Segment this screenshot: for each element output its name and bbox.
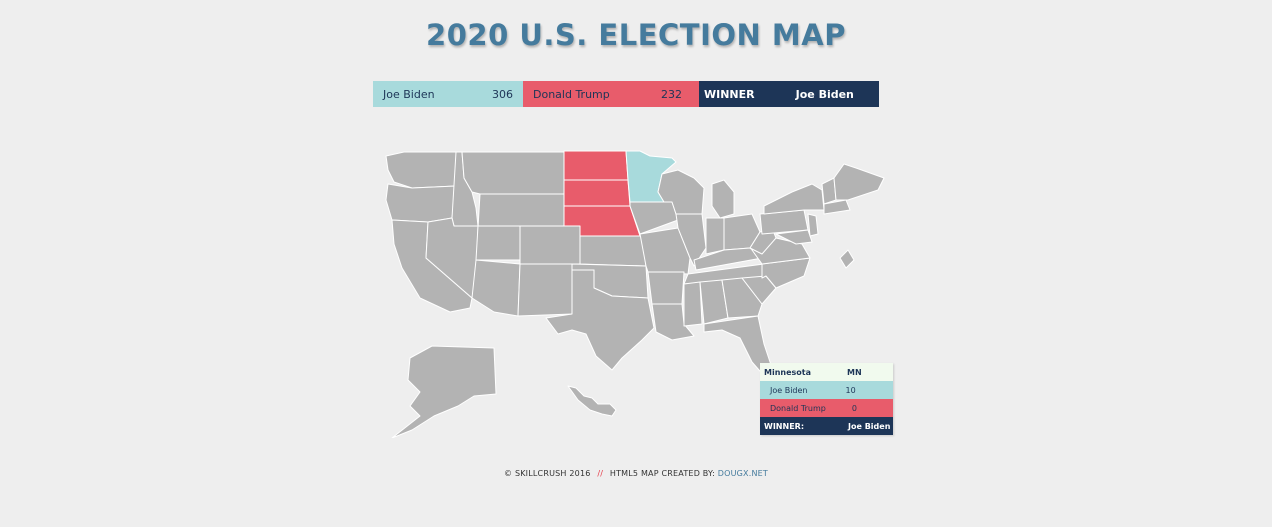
info-winner-row: WINNER: Joe Biden	[760, 417, 893, 435]
state-florida[interactable]	[703, 315, 773, 379]
candidate1-tally: Joe Biden 306	[373, 81, 523, 107]
state-illinois[interactable]	[675, 213, 707, 267]
page-title: 2020 U.S. ELECTION MAP	[426, 18, 846, 52]
info-candidate2-votes: 0	[851, 403, 857, 413]
state-indiana[interactable]	[705, 217, 725, 255]
state-utah[interactable]	[475, 225, 521, 261]
info-state-abbr: MN	[847, 367, 862, 377]
footer-credit: © SKILLCRUSH 2016	[504, 469, 591, 478]
state-arizona[interactable]	[471, 259, 521, 317]
info-candidate1-name: Joe Biden	[770, 385, 808, 395]
winner-tally: WINNER Joe Biden	[699, 81, 879, 107]
state-colorado[interactable]	[519, 225, 581, 265]
candidate1-votes: 306	[492, 87, 513, 101]
state-new-york[interactable]	[763, 183, 825, 215]
state-washington[interactable]	[385, 151, 457, 189]
state-montana[interactable]	[461, 151, 565, 195]
winner-name: Joe Biden	[795, 87, 854, 101]
state-delaware[interactable]	[839, 249, 855, 269]
footer-separator: //	[597, 469, 604, 478]
info-candidate2-name: Donald Trump	[770, 403, 826, 413]
state-louisiana[interactable]	[651, 303, 695, 341]
state-georgia[interactable]	[721, 277, 763, 319]
footer-label: HTML5 MAP CREATED BY:	[609, 469, 715, 478]
info-winner-label: WINNER:	[764, 421, 805, 431]
winner-label: WINNER	[704, 87, 755, 101]
info-state-name: Minnesota	[764, 367, 811, 377]
state-new-jersey[interactable]	[807, 213, 819, 237]
state-mississippi[interactable]	[683, 281, 703, 327]
info-header: Minnesota MN	[760, 363, 893, 381]
state-hawaii[interactable]	[567, 385, 617, 417]
state-north-dakota[interactable]	[563, 150, 629, 181]
state-oregon[interactable]	[385, 183, 457, 223]
info-candidate1-row: Joe Biden 10	[760, 381, 893, 399]
candidate2-votes: 232	[661, 87, 682, 101]
us-map	[385, 150, 885, 438]
scoreboard: Joe Biden 306 Donald Trump 232 WINNER Jo…	[373, 81, 879, 107]
state-kansas[interactable]	[579, 235, 647, 267]
candidate2-tally: Donald Trump 232	[523, 81, 699, 107]
state-south-dakota[interactable]	[563, 179, 631, 207]
state-new-mexico[interactable]	[517, 263, 573, 317]
candidate2-name: Donald Trump	[533, 87, 610, 101]
info-candidate1-votes: 10	[845, 385, 856, 395]
footer: © SKILLCRUSH 2016 // HTML5 MAP CREATED B…	[0, 469, 1272, 478]
info-winner-name: Joe Biden	[848, 421, 891, 431]
info-candidate2-row: Donald Trump 0	[760, 399, 893, 417]
state-alaska[interactable]	[391, 345, 497, 438]
state-arkansas[interactable]	[647, 271, 685, 305]
state-michigan[interactable]	[711, 179, 735, 219]
candidate1-name: Joe Biden	[383, 87, 435, 101]
state-massachusetts-ct-ri[interactable]	[823, 199, 851, 215]
footer-link[interactable]: DOUGX.NET	[717, 469, 768, 478]
state-texas[interactable]	[545, 269, 655, 371]
state-maryland[interactable]	[775, 229, 813, 245]
state-maine[interactable]	[833, 163, 885, 201]
state-wyoming[interactable]	[477, 193, 565, 229]
state-info-panel: Minnesota MN Joe Biden 10 Donald Trump 0…	[760, 363, 893, 435]
